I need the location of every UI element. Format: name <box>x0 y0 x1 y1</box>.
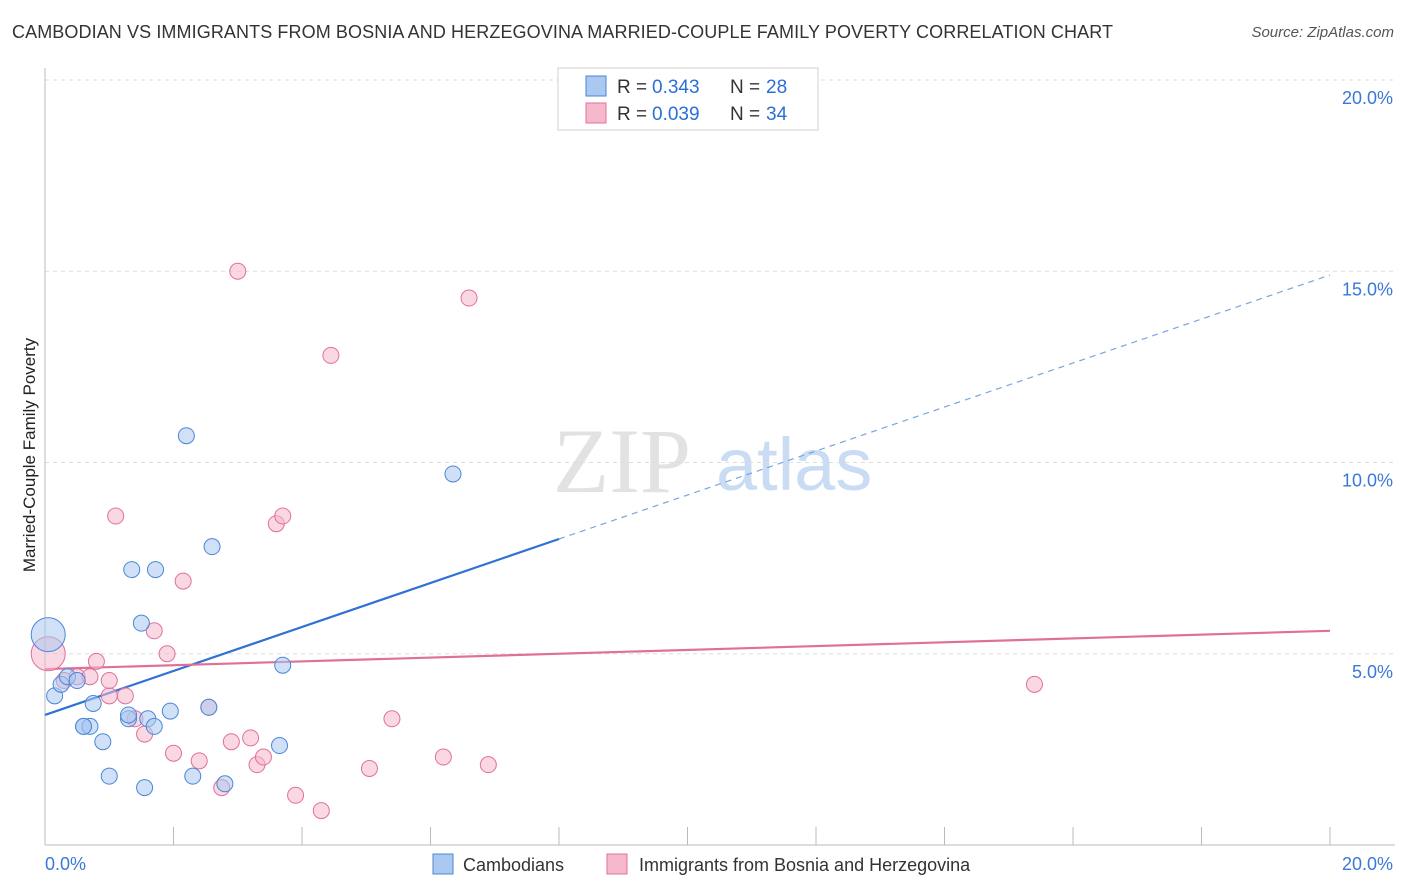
axes <box>44 68 1395 846</box>
legend-swatch-cambodians <box>585 75 607 97</box>
point-cambodians <box>161 702 179 720</box>
point-bosnia <box>107 507 125 525</box>
point-cambodians <box>123 561 141 579</box>
point-cambodians <box>147 561 165 579</box>
y-axis-title: Married-Couple Family Poverty <box>20 337 39 572</box>
trend-line-cambodians <box>44 537 560 716</box>
x-tick-label: 0.0% <box>45 854 86 874</box>
legend-r-value-1: 0.343 <box>652 77 700 98</box>
point-cambodians <box>203 538 221 556</box>
legend-n-value-1: 28 <box>766 77 787 98</box>
y-tick-label: 20.0% <box>1342 88 1393 108</box>
point-bosnia <box>87 652 105 670</box>
y-tick-label: 5.0% <box>1352 662 1393 682</box>
point-bosnia <box>116 687 134 705</box>
legend-swatch-bosnia <box>585 102 607 124</box>
point-bosnia <box>479 756 497 774</box>
data-points <box>30 262 1043 820</box>
point-bosnia <box>222 733 240 751</box>
point-bosnia <box>100 672 118 690</box>
source-label: Source: ZipAtlas.com <box>1251 24 1394 41</box>
point-cambodians <box>132 614 150 632</box>
point-bosnia <box>274 507 292 525</box>
bottom-legend-swatch-bosnia <box>606 853 628 875</box>
point-bosnia <box>165 744 182 762</box>
point-cambodians <box>145 717 163 735</box>
point-cambodians <box>444 465 462 483</box>
point-cambodians <box>200 698 218 716</box>
legend-r-value-2: 0.039 <box>652 104 700 125</box>
watermark-atlas: atlas <box>716 423 872 506</box>
legend-r-label-2: R = <box>617 104 647 125</box>
point-bosnia <box>158 645 176 663</box>
legend-r-label-1: R = <box>617 77 647 98</box>
x-tick-label: 20.0% <box>1342 854 1393 874</box>
watermark-zip: ZIP <box>553 410 691 512</box>
point-bosnia <box>360 760 378 777</box>
point-bosnia <box>174 572 192 590</box>
point-cambodians <box>177 427 195 445</box>
point-cambodians <box>68 672 86 690</box>
point-cambodians <box>216 775 234 793</box>
bottom-legend-label-cambodians: Cambodians <box>463 855 564 875</box>
top-legend: R = 0.343 N = 28 R = 0.039 N = 34 <box>557 67 819 131</box>
legend-n-label-1: N = <box>730 77 760 98</box>
chart-title: CAMBODIAN VS IMMIGRANTS FROM BOSNIA AND … <box>12 22 1114 42</box>
y-tick-label: 15.0% <box>1342 279 1393 299</box>
point-cambodians <box>184 767 202 785</box>
bottom-legend-label-bosnia: Immigrants from Bosnia and Herzegovina <box>639 855 971 875</box>
trend-lines <box>44 274 1331 716</box>
y-tick-label: 10.0% <box>1342 471 1393 491</box>
point-bosnia <box>312 802 330 820</box>
point-bosnia <box>1025 675 1043 693</box>
point-cambodians <box>100 767 118 785</box>
point-bosnia <box>460 289 478 307</box>
legend-n-label-2: N = <box>730 104 760 125</box>
point-cambodians <box>271 737 289 755</box>
point-cambodians <box>84 694 102 712</box>
point-bosnia <box>287 786 305 804</box>
trend-line-cambodians-extension <box>558 274 1331 540</box>
point-bosnia <box>145 622 163 640</box>
point-bosnia <box>383 710 401 728</box>
point-cambodians <box>30 617 66 653</box>
point-bosnia <box>100 687 118 705</box>
point-bosnia <box>254 748 272 766</box>
point-bosnia <box>190 752 208 770</box>
point-bosnia <box>229 262 247 280</box>
tick-labels: 5.0% 10.0% 15.0% 20.0% 0.0% 20.0% <box>45 88 1393 874</box>
bottom-legend-swatch-cambodians <box>432 853 454 875</box>
gridlines <box>45 79 1395 655</box>
point-cambodians <box>136 779 154 797</box>
point-bosnia <box>242 729 260 747</box>
point-cambodians <box>94 733 112 751</box>
bottom-legend: Cambodians Immigrants from Bosnia and He… <box>432 853 971 875</box>
point-bosnia <box>434 748 452 766</box>
point-bosnia <box>322 346 340 364</box>
trend-line-bosnia <box>44 629 1331 671</box>
point-cambodians <box>120 706 138 724</box>
point-cambodians <box>75 717 93 735</box>
point-cambodians <box>274 656 292 674</box>
legend-n-value-2: 34 <box>766 104 788 125</box>
